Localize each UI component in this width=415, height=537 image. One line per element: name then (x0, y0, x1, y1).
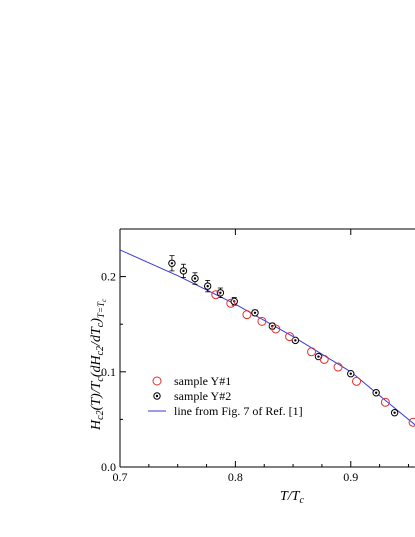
axes (119, 228, 415, 468)
legend-label-sample-y1: sample Y#1 (174, 374, 231, 388)
x-tick-label: 0.7 (113, 470, 128, 484)
x-tick-label: 0.9 (343, 470, 358, 484)
plot-area (119, 249, 415, 427)
sample-y2-point-dot (206, 284, 209, 288)
sample-y2-point-dot (374, 391, 378, 394)
legend-label-sample-y2: sample Y#2 (174, 389, 231, 403)
sample-y2-point-dot (349, 372, 352, 375)
sample-y1-point (319, 354, 329, 364)
sample-y1-point (226, 298, 236, 308)
sample-y1-point (285, 332, 295, 342)
sample-y1-point (211, 290, 221, 300)
sample-y1-point (352, 376, 362, 386)
y-tick-label: 0.0 (101, 460, 116, 474)
y-axis-label: Hc2(T)/Tc(dHc2/dTc)T=Tc (89, 298, 108, 431)
legend-marker-sample-y2-dot (155, 394, 159, 398)
reference-line (119, 249, 415, 426)
sample-y1-point (408, 417, 415, 427)
sample-y2-point-dot (193, 277, 197, 280)
sample-y1-point (333, 362, 343, 372)
x-axis-label: T/Tc (280, 489, 304, 506)
sample-y2-point-dot (253, 311, 257, 314)
x-tick-label: 0.8 (228, 470, 243, 484)
sample-y1-point (307, 347, 317, 357)
sample-y2-point-dot (182, 269, 185, 273)
legend-marker-sample-y1 (152, 376, 162, 386)
sample-y1-point (380, 397, 390, 407)
sample-y1-point (242, 310, 252, 320)
y-tick-label: 0.2 (101, 270, 116, 284)
sample-y2-point-dot (294, 339, 297, 342)
sample-y2-point-dot (317, 355, 320, 358)
legend-label-line: line from Fig. 7 of Ref. [1] (174, 404, 303, 418)
y-tick-label: 0.1 (101, 365, 116, 379)
sample-y1-point (271, 324, 281, 334)
sample-y2-point-dot (393, 411, 396, 414)
sample-y2-point-dot (170, 262, 174, 265)
sample-y1-point (257, 316, 267, 326)
ticks: 0.7 0.8 0.9 0.0 0.1 0.2 (101, 229, 409, 484)
